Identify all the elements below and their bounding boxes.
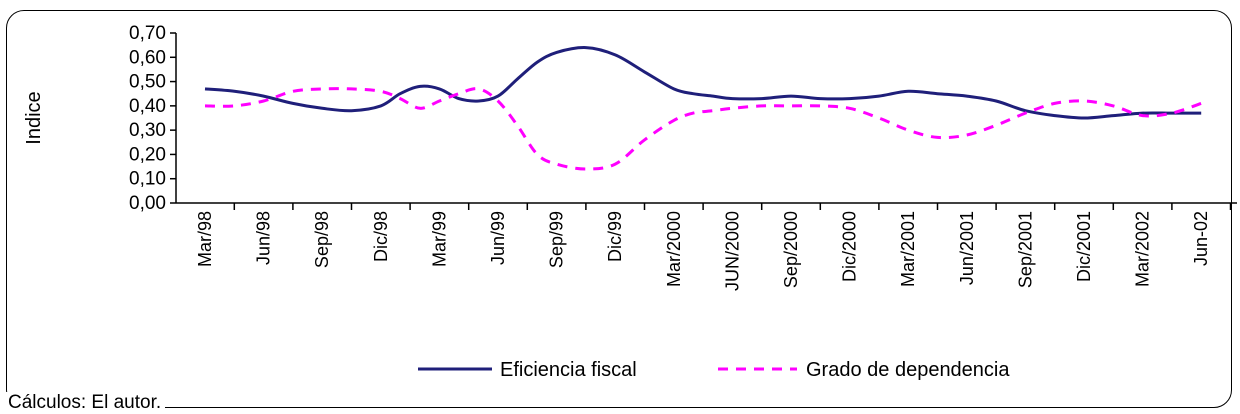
y-tick-label: 0,50 bbox=[129, 72, 166, 93]
x-tick-label: Sep/2000 bbox=[781, 211, 801, 288]
y-tick-label: 0,70 bbox=[129, 23, 166, 44]
x-tick-label: JUN/2000 bbox=[722, 211, 742, 291]
x-tick-label: Jun-02 bbox=[1191, 211, 1211, 266]
x-tick-label: Sep/2001 bbox=[1015, 211, 1035, 288]
x-tick-label: Mar/2001 bbox=[898, 211, 918, 287]
x-tick-label: Dic/2000 bbox=[840, 211, 860, 282]
y-tick-label: 0,10 bbox=[129, 169, 166, 190]
series-line-grado-de-dependencia bbox=[204, 87, 1202, 171]
y-tick-label: 0,40 bbox=[129, 96, 166, 117]
x-tick-label: Dic/2001 bbox=[1074, 211, 1094, 282]
y-tick-label: 0,30 bbox=[129, 120, 166, 141]
x-tick-label: Jun/99 bbox=[488, 211, 508, 265]
y-tick-label: 0,60 bbox=[129, 47, 166, 68]
legend-label: Grado de dependencia bbox=[806, 359, 1010, 381]
x-tick-label: Jun/98 bbox=[254, 211, 274, 265]
x-tick-label: Sep/99 bbox=[547, 211, 567, 268]
series-line-eficiencia-fiscal bbox=[204, 46, 1202, 120]
x-tick-label: Mar/2000 bbox=[664, 211, 684, 287]
y-axis-title: Indice bbox=[23, 91, 45, 144]
y-tick-label: 0,20 bbox=[129, 144, 166, 165]
x-tick-label: Mar/2002 bbox=[1133, 211, 1153, 287]
legend: Eficiencia fiscal Grado de dependencia bbox=[418, 359, 1010, 381]
y-tick-label: 0,00 bbox=[129, 193, 166, 214]
x-tick-label: Mar/98 bbox=[195, 211, 215, 267]
legend-label: Eficiencia fiscal bbox=[500, 359, 637, 381]
plot-area: 0,00 0,10 0,20 0,30 0,40 0,50 0,60 0,70 Mar/98 Ju… bbox=[129, 23, 1237, 291]
x-tick-label: Mar/99 bbox=[429, 211, 449, 267]
x-tick-label: Jun/2001 bbox=[957, 211, 977, 285]
x-tick-label: Dic/98 bbox=[371, 211, 391, 262]
x-tick-label: Sep/98 bbox=[312, 211, 332, 268]
chart-frame bbox=[6, 10, 1232, 408]
x-tick-label: Dic/99 bbox=[605, 211, 625, 262]
source-note: Cálculos: El autor. bbox=[4, 392, 166, 414]
